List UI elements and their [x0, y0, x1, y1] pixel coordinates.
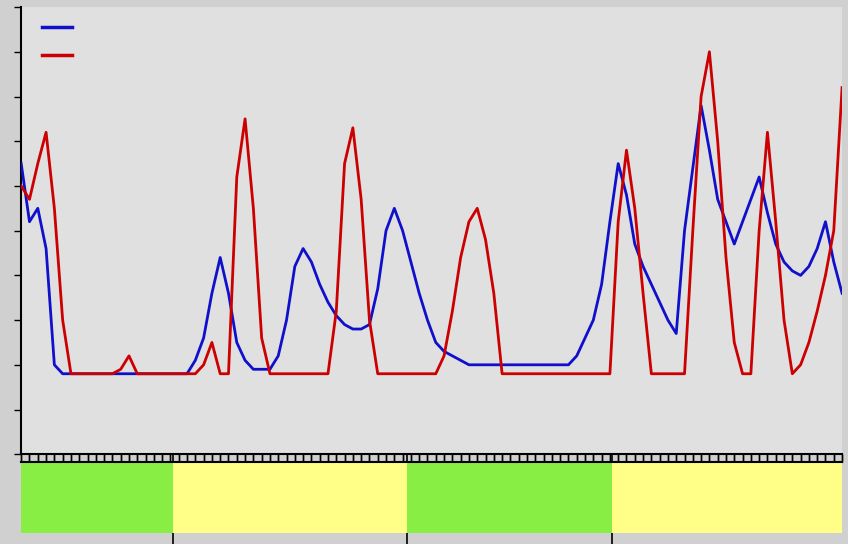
Bar [21, 462, 173, 533]
Bar [612, 462, 842, 533]
Bar [407, 462, 612, 533]
Legend: , : , [36, 16, 82, 69]
Bar [173, 462, 407, 533]
